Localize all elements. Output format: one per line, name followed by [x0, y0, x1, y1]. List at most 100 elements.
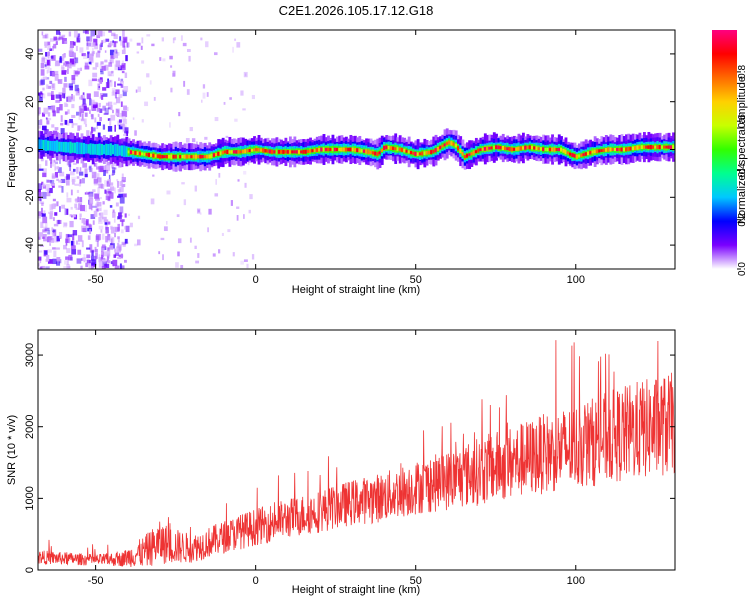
noise-cell [113, 52, 119, 59]
noise-cell [66, 120, 70, 126]
snr-xtick-label: 50 [410, 575, 422, 587]
noise-cell [40, 158, 44, 162]
noise-cell [81, 94, 86, 100]
ridge-cell [448, 140, 451, 145]
noise-cell [119, 206, 124, 214]
ridge-cell [138, 151, 142, 156]
ridge-cell [221, 150, 225, 155]
ridge-cell [206, 154, 209, 159]
ridge-cell [120, 145, 124, 157]
noise-cell [189, 237, 192, 243]
noise-cell [107, 221, 111, 225]
noise-cell [230, 200, 233, 206]
ridge-cell [607, 147, 610, 152]
ridge-cell [376, 152, 380, 157]
ridge-cell [201, 155, 205, 159]
noise-cell [51, 124, 55, 128]
noise-cell [94, 246, 97, 253]
noise-cell [136, 51, 140, 54]
ridge-cell [517, 146, 521, 151]
noise-cell [120, 78, 124, 82]
ridge-cell [226, 149, 230, 155]
noise-cell [63, 83, 68, 88]
noise-cell [117, 77, 120, 81]
noise-cell [38, 263, 40, 267]
noise-cell [185, 137, 190, 143]
noise-cell [71, 95, 75, 102]
noise-cell [68, 50, 73, 57]
noise-cell [49, 48, 52, 51]
spectrogram-ytick-label: 0 [24, 146, 36, 152]
noise-cell [87, 258, 90, 266]
noise-cell [46, 69, 49, 74]
noise-cell [98, 212, 101, 216]
noise-cell [234, 38, 237, 41]
noise-cell [80, 204, 85, 212]
noise-cell [89, 55, 94, 63]
noise-cell [99, 117, 102, 122]
noise-cell [115, 89, 120, 95]
ridge-cell [145, 152, 149, 157]
noise-cell [114, 248, 116, 252]
noise-cell [54, 74, 59, 81]
ridge-cell [425, 150, 429, 155]
noise-cell [101, 65, 106, 71]
noise-cell [56, 235, 60, 242]
noise-cell [117, 189, 122, 193]
noise-cell [70, 240, 74, 246]
noise-cell [95, 248, 99, 253]
noise-cell [42, 172, 47, 178]
noise-cell [66, 158, 71, 166]
noise-cell [236, 42, 241, 48]
noise-cell [83, 254, 86, 260]
noise-cell [119, 219, 125, 222]
noise-cell [75, 88, 80, 96]
noise-cell [99, 63, 102, 69]
noise-cell [47, 117, 52, 121]
noise-cell [82, 228, 86, 232]
noise-cell [105, 102, 110, 106]
noise-cell [56, 178, 60, 181]
noise-cell [108, 236, 113, 243]
noise-cell [69, 118, 73, 123]
noise-cell [194, 245, 197, 250]
noise-cell [42, 168, 47, 173]
ridge-cell [504, 146, 507, 151]
ridge-cell [94, 144, 97, 155]
noise-cell [141, 37, 144, 44]
noise-cell [117, 120, 122, 126]
noise-cell [106, 82, 110, 88]
noise-cell [172, 70, 176, 77]
noise-cell [83, 105, 87, 111]
noise-cell [93, 50, 95, 55]
snr-frame [37, 329, 676, 571]
noise-cell [81, 218, 86, 224]
noise-cell [118, 119, 122, 123]
noise-cell [41, 31, 44, 36]
ridge-cell [300, 150, 304, 154]
ridge-cell [40, 139, 44, 151]
noise-cell [84, 62, 88, 68]
noise-cell [112, 209, 115, 213]
noise-cell [53, 159, 56, 163]
ridge-cell [179, 154, 183, 159]
noise-cell [50, 162, 52, 168]
noise-cell [246, 263, 249, 269]
noise-cell [64, 260, 69, 265]
noise-cell [240, 260, 244, 265]
noise-cell [86, 46, 89, 50]
snr-line-segment [38, 517, 198, 568]
noise-cell [79, 167, 82, 172]
spectrogram-ticks: -50 0 50 100 -40 -20 0 20 40 [24, 30, 675, 286]
ridge-cell [651, 145, 655, 149]
ridge-cell [660, 145, 664, 149]
noise-cell [54, 62, 60, 67]
noise-cell [79, 217, 82, 220]
noise-cell [47, 236, 53, 241]
noise-cell [214, 52, 218, 56]
noise-cell [53, 70, 59, 75]
ridge-cell [295, 150, 299, 154]
noise-cell [44, 33, 49, 39]
noise-cell [64, 111, 68, 115]
noise-cell [86, 130, 90, 137]
